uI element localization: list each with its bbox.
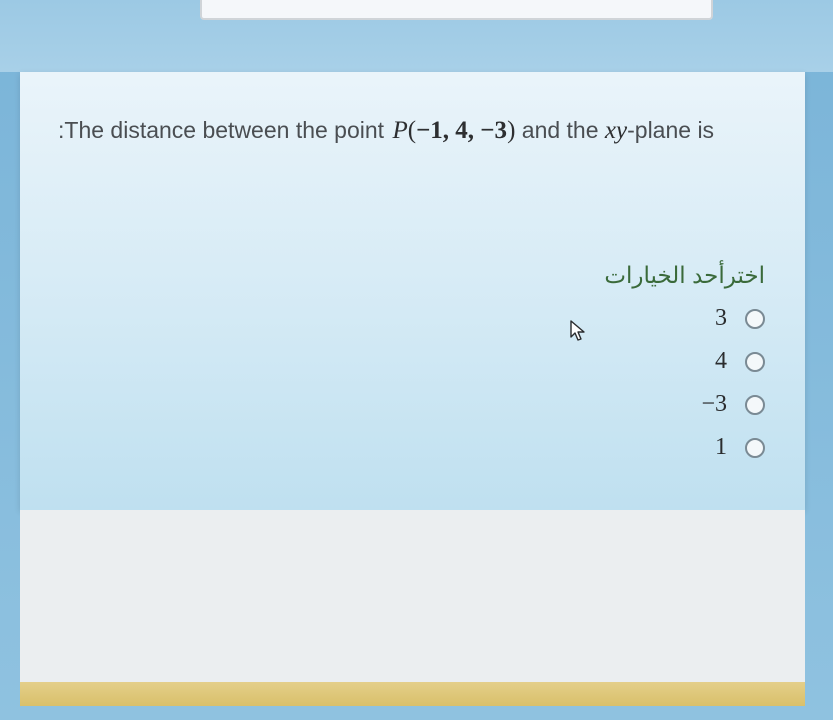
option-row-2[interactable]: −3 — [604, 391, 765, 418]
radio-icon[interactable] — [745, 438, 765, 458]
option-row-0[interactable]: 3 — [604, 305, 765, 332]
below-card-area — [20, 510, 805, 682]
top-band — [0, 0, 833, 72]
page-background: :The distance between the point P(−1, 4,… — [0, 0, 833, 720]
point-open: ( — [408, 117, 416, 144]
options-block: اخترأحد الخيارات 3 4 −3 1 — [604, 262, 765, 477]
question-card: :The distance between the point P(−1, 4,… — [20, 72, 805, 510]
question-mid: and the — [515, 117, 605, 143]
plane-variable: xy — [605, 117, 627, 144]
radio-icon[interactable] — [745, 309, 765, 329]
question-suffix: -plane is — [627, 117, 714, 143]
point-variable: P — [392, 117, 407, 144]
option-label: −3 — [687, 391, 727, 418]
options-title: اخترأحد الخيارات — [604, 262, 765, 289]
bottom-strip — [20, 682, 805, 706]
option-row-3[interactable]: 1 — [604, 434, 765, 461]
top-card-fragment — [200, 0, 713, 20]
option-label: 4 — [687, 348, 727, 375]
radio-icon[interactable] — [745, 395, 765, 415]
cursor-icon — [570, 320, 588, 344]
option-row-1[interactable]: 4 — [604, 348, 765, 375]
question-prefix: :The distance between the point — [58, 117, 390, 143]
option-label: 1 — [687, 434, 727, 461]
radio-icon[interactable] — [745, 352, 765, 372]
point-values: −1, 4, −3 — [416, 117, 507, 144]
question-text: :The distance between the point P(−1, 4,… — [58, 112, 767, 150]
option-label: 3 — [687, 305, 727, 332]
